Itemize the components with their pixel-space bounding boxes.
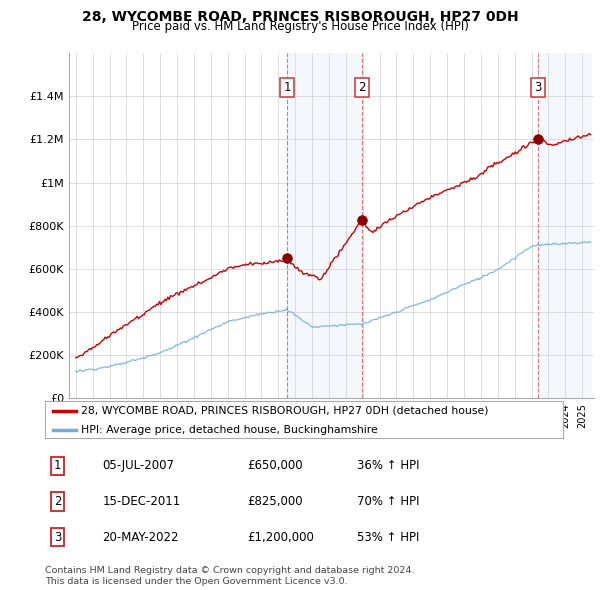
Text: This data is licensed under the Open Government Licence v3.0.: This data is licensed under the Open Gov… (45, 576, 347, 586)
Text: £825,000: £825,000 (247, 495, 302, 508)
Text: 1: 1 (54, 459, 62, 472)
Text: 28, WYCOMBE ROAD, PRINCES RISBOROUGH, HP27 0DH (detached house): 28, WYCOMBE ROAD, PRINCES RISBOROUGH, HP… (82, 406, 489, 416)
Text: £650,000: £650,000 (247, 459, 302, 472)
Text: 3: 3 (54, 531, 61, 544)
Bar (538, 53, 592, 398)
Bar (287, 53, 362, 398)
Text: Contains HM Land Registry data © Crown copyright and database right 2024.: Contains HM Land Registry data © Crown c… (45, 566, 415, 575)
Text: 1: 1 (283, 81, 290, 94)
Text: 15-DEC-2011: 15-DEC-2011 (103, 495, 181, 508)
Text: 3: 3 (534, 81, 542, 94)
Text: 20-MAY-2022: 20-MAY-2022 (103, 531, 179, 544)
Text: 53% ↑ HPI: 53% ↑ HPI (357, 531, 419, 544)
Text: £1,200,000: £1,200,000 (247, 531, 314, 544)
Text: HPI: Average price, detached house, Buckinghamshire: HPI: Average price, detached house, Buck… (82, 425, 378, 434)
Text: 28, WYCOMBE ROAD, PRINCES RISBOROUGH, HP27 0DH: 28, WYCOMBE ROAD, PRINCES RISBOROUGH, HP… (82, 9, 518, 24)
Text: 2: 2 (54, 495, 62, 508)
Text: 36% ↑ HPI: 36% ↑ HPI (357, 459, 419, 472)
Text: 2: 2 (358, 81, 366, 94)
Text: 05-JUL-2007: 05-JUL-2007 (103, 459, 175, 472)
FancyBboxPatch shape (44, 401, 563, 438)
Text: 70% ↑ HPI: 70% ↑ HPI (357, 495, 419, 508)
Text: Price paid vs. HM Land Registry's House Price Index (HPI): Price paid vs. HM Land Registry's House … (131, 20, 469, 33)
